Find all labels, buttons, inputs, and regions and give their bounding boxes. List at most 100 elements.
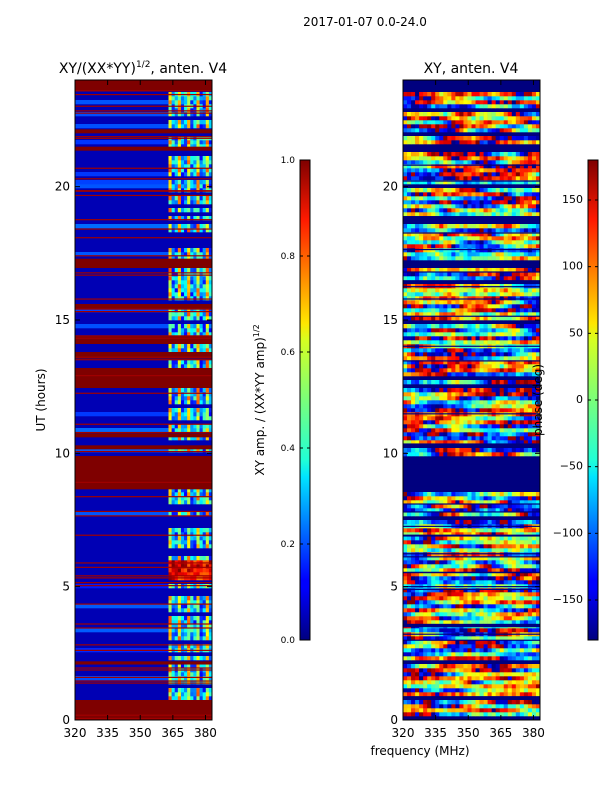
phase-cell — [503, 620, 509, 625]
amplitude-cell — [190, 448, 194, 453]
phase-cell — [435, 360, 440, 365]
amplitude-cell — [196, 424, 200, 429]
phase-cell — [403, 644, 408, 649]
amplitude-cell — [187, 692, 191, 697]
phase-cell — [507, 520, 513, 525]
phase-cell — [447, 428, 452, 433]
phase-cell — [503, 596, 509, 601]
amplitude-cell — [168, 500, 172, 505]
amplitude-cell — [193, 172, 197, 177]
phase-cell — [483, 704, 488, 709]
phase-cell — [487, 324, 492, 329]
amplitude-cell — [171, 100, 176, 105]
amplitude-cell — [180, 628, 185, 633]
phase-cell — [423, 548, 428, 553]
phase-cell — [435, 664, 440, 669]
phase-cell — [423, 272, 428, 277]
phase-cell — [511, 644, 517, 649]
phase-cell — [503, 240, 509, 245]
amplitude-cell — [205, 172, 210, 177]
amplitude-cell — [177, 296, 182, 301]
amplitude-cell — [199, 268, 203, 273]
amplitude-streak — [75, 412, 169, 417]
phase-cell — [439, 540, 444, 545]
phase-cell — [531, 388, 537, 393]
phase-cell — [443, 380, 448, 385]
phase-cell — [435, 656, 440, 661]
amplitude-cell — [174, 604, 179, 609]
amplitude-cell — [171, 560, 176, 565]
phase-cell — [503, 332, 509, 337]
amplitude-cell — [187, 164, 191, 169]
phase-cell — [447, 596, 452, 601]
phase-cell — [471, 268, 476, 273]
amplitude-cell — [184, 156, 188, 161]
phase-cell — [443, 636, 448, 641]
phase-cell — [523, 420, 529, 425]
phase-cell — [499, 236, 505, 241]
phase-cell — [423, 348, 428, 353]
phase-cell — [475, 340, 480, 345]
phase-cell — [499, 424, 505, 429]
amplitude-cell — [196, 184, 200, 189]
phase-cell — [451, 628, 456, 633]
phase-cell — [475, 428, 480, 433]
phase-cell — [459, 440, 464, 445]
phase-cell — [447, 612, 452, 617]
phase-cell — [467, 708, 472, 713]
amplitude-cell — [190, 664, 194, 669]
phase-cell — [499, 636, 505, 641]
phase-cell — [411, 224, 416, 229]
phase-cell — [483, 556, 488, 561]
phase-cell — [423, 568, 428, 573]
phase-cell — [463, 340, 468, 345]
phase-cell — [483, 420, 488, 425]
phase-cell — [507, 500, 513, 505]
phase-cell — [507, 360, 513, 365]
phase-cell — [491, 424, 496, 429]
amplitude-cell — [196, 692, 200, 697]
phase-cell — [503, 288, 509, 293]
amplitude-cell — [168, 412, 172, 417]
phase-cell — [479, 332, 484, 337]
phase-cell — [499, 556, 505, 561]
phase-cell — [507, 340, 513, 345]
phase-cell — [435, 424, 440, 429]
phase-cell — [415, 564, 420, 569]
phase-cell — [423, 252, 428, 257]
phase-cell — [403, 616, 408, 621]
phase-cell — [431, 392, 436, 397]
phase-cell — [515, 288, 521, 293]
phase-cell — [407, 576, 412, 581]
phase-cell — [447, 228, 452, 233]
phase-cell — [503, 532, 509, 537]
amplitude-cell — [177, 608, 182, 613]
phase-cell — [431, 372, 436, 377]
phase-cell — [447, 232, 452, 237]
phase-cell — [527, 572, 533, 577]
amplitude-cell — [199, 344, 203, 349]
phase-cell — [411, 436, 416, 441]
phase-cell — [515, 336, 521, 341]
phase-cell — [443, 428, 448, 433]
phase-cell — [407, 568, 412, 573]
phase-cell — [531, 536, 537, 541]
phase-cell — [515, 688, 521, 693]
phase-cell — [475, 652, 480, 657]
amplitude-cell — [177, 676, 182, 681]
amplitude-flagged-band — [75, 456, 212, 490]
phase-cell — [443, 296, 448, 301]
amplitude-cell — [174, 172, 179, 177]
amplitude-cell — [199, 332, 203, 337]
phase-cell — [475, 708, 480, 713]
amplitude-cell — [177, 656, 182, 661]
phase-cell — [479, 644, 484, 649]
phase-cell — [499, 692, 505, 697]
phase-cell — [519, 612, 525, 617]
phase-cell — [487, 356, 492, 361]
amplitude-cell — [180, 184, 185, 189]
amplitude-cell — [187, 332, 191, 337]
amplitude-cell — [177, 288, 182, 293]
amplitude-cell — [199, 252, 203, 257]
amplitude-cell — [168, 572, 172, 577]
